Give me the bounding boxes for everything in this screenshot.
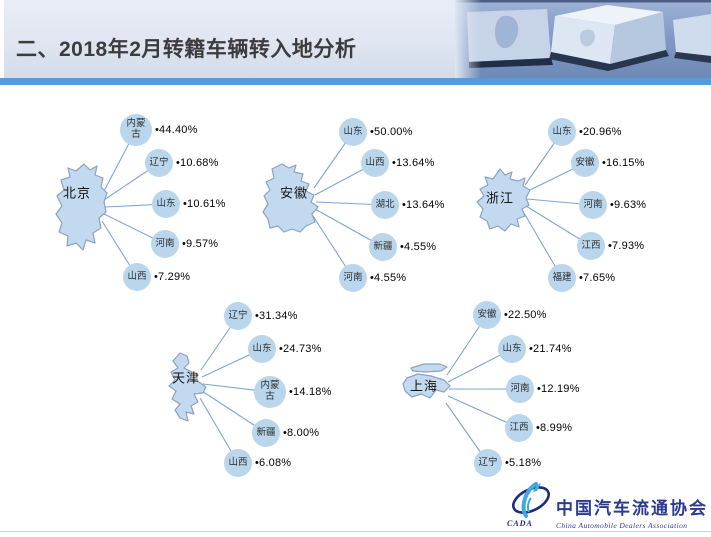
map-label: 安徽 <box>279 185 309 201</box>
bubble-province-label: 河南 <box>155 237 175 249</box>
bubble-province-label: 湖北 <box>375 198 395 210</box>
cada-logo-mark-icon <box>512 482 550 518</box>
logo-cn-text: 中国汽车流通协会 <box>556 499 708 518</box>
map-shanghai-island <box>410 363 448 373</box>
header: 二、2018年2月转籍车辆转入地分析 <box>0 0 711 78</box>
province-bubble: 新疆 <box>369 233 397 261</box>
percent-label: •16.15% <box>602 157 645 169</box>
province-bubble: 湖北 <box>371 191 399 219</box>
bubble-province-label: 山东 <box>252 342 272 354</box>
percent-label: •7.29% <box>154 271 191 283</box>
percent-label: •7.93% <box>608 240 645 252</box>
province-bubble: 山东 <box>152 190 180 218</box>
bubble-province-label: 新疆 <box>373 240 393 252</box>
percent-label: •8.00% <box>283 427 320 439</box>
percent-label: •9.63% <box>610 199 647 211</box>
province-bubble: 山东 <box>548 118 576 146</box>
province-bubble: 河南 <box>506 375 534 403</box>
bubble-province-label: 新疆 <box>256 426 276 438</box>
percent-label: •12.19% <box>537 383 580 395</box>
map-label: 浙江 <box>485 190 515 206</box>
bubble-province-label: 河南 <box>510 382 530 394</box>
province-bubble: 山东 <box>248 335 276 363</box>
province-bubble: 山西 <box>224 449 252 477</box>
province-bubble: 山西 <box>361 149 389 177</box>
bubble-province-label: 江西 <box>581 239 601 251</box>
province-bubble: 河南 <box>579 191 607 219</box>
bubble-province-label: 山西 <box>365 156 385 168</box>
province-bubble: 安徽 <box>571 149 599 177</box>
bubble-province-label: 山东 <box>502 342 522 354</box>
percent-label: •6.08% <box>255 457 292 469</box>
bubble-province-label: 山东 <box>552 125 572 137</box>
province-bubble: 安徽 <box>473 301 501 329</box>
bubble-province-label: 内蒙古 <box>126 118 146 140</box>
map-label: 上海 <box>409 378 439 394</box>
province-bubble: 新疆 <box>252 419 280 447</box>
percent-label: •13.64% <box>392 157 435 169</box>
header-left-gap <box>0 0 4 78</box>
cada-logo: CADA 中国汽车流通协会 China Automobile Dealers A… <box>504 482 710 530</box>
percent-label: •8.99% <box>536 422 573 434</box>
accent-bar <box>0 78 711 85</box>
logo-en-text: China Automobile Dealers Association <box>556 521 688 530</box>
map-label: 北京 <box>62 185 92 201</box>
bubble-province-label: 山西 <box>228 456 248 468</box>
bubble-province-label: 辽宁 <box>478 456 498 468</box>
percent-label: •4.55% <box>370 272 407 284</box>
bubble-province-label: 江西 <box>509 421 529 433</box>
bubble-province-label: 安徽 <box>477 308 497 320</box>
percent-label: •5.18% <box>505 457 542 469</box>
bubble-province-label: 山东 <box>343 125 363 137</box>
cada-logo-mark-label: CADA <box>507 519 533 528</box>
cada-logo-text: 中国汽车流通协会 China Automobile Dealers Associ… <box>556 482 708 530</box>
percent-label: •21.74% <box>529 343 572 355</box>
percent-label: •10.61% <box>183 198 226 210</box>
province-bubble: 江西 <box>577 232 605 260</box>
percent-label: •7.65% <box>579 272 616 284</box>
percent-label: •20.96% <box>579 126 622 138</box>
bubble-province-label: 福建 <box>552 271 572 283</box>
percent-label: •31.34% <box>255 310 298 322</box>
bubble-province-label: 安徽 <box>575 156 595 168</box>
province-bubble: 福建 <box>548 264 576 292</box>
bubble-province-label: 内蒙古 <box>260 380 280 402</box>
percent-label: •24.73% <box>279 343 322 355</box>
bubble-province-label: 山西 <box>127 270 147 282</box>
cada-logo-mark: CADA <box>504 482 556 530</box>
percent-label: •10.68% <box>176 157 219 169</box>
bubble-province-label: 山东 <box>156 197 176 209</box>
percent-label: •4.55% <box>400 241 437 253</box>
province-bubble: 辽宁 <box>145 149 173 177</box>
province-bubble: 内蒙古 <box>254 376 286 408</box>
province-bubble: 辽宁 <box>474 449 502 477</box>
map-label: 天津 <box>171 370 201 386</box>
province-bubble: 辽宁 <box>224 302 252 330</box>
province-bubble: 江西 <box>505 414 533 442</box>
slide-title: 二、2018年2月转籍车辆转入地分析 <box>16 38 357 61</box>
bubble-province-label: 辽宁 <box>149 156 169 168</box>
province-bubble: 内蒙古 <box>120 114 152 146</box>
province-bubble: 山东 <box>498 335 526 363</box>
percent-label: •13.64% <box>402 199 445 211</box>
bubble-province-label: 河南 <box>583 198 603 210</box>
province-bubble: 山西 <box>123 263 151 291</box>
bubble-province-label: 辽宁 <box>228 309 248 321</box>
footer-divider <box>0 531 711 532</box>
percent-label: •9.57% <box>182 238 219 250</box>
province-bubble: 山东 <box>339 118 367 146</box>
province-bubble: 河南 <box>151 230 179 258</box>
percent-label: •44.40% <box>155 124 198 136</box>
bubble-province-label: 河南 <box>343 271 363 283</box>
percent-label: •14.18% <box>289 386 332 398</box>
percent-label: •22.50% <box>504 309 547 321</box>
percent-label: •50.00% <box>370 126 413 138</box>
header-cubes-art <box>455 0 711 78</box>
map-beijing <box>55 163 108 251</box>
province-bubble: 河南 <box>339 264 367 292</box>
map-tianjin <box>168 352 207 422</box>
